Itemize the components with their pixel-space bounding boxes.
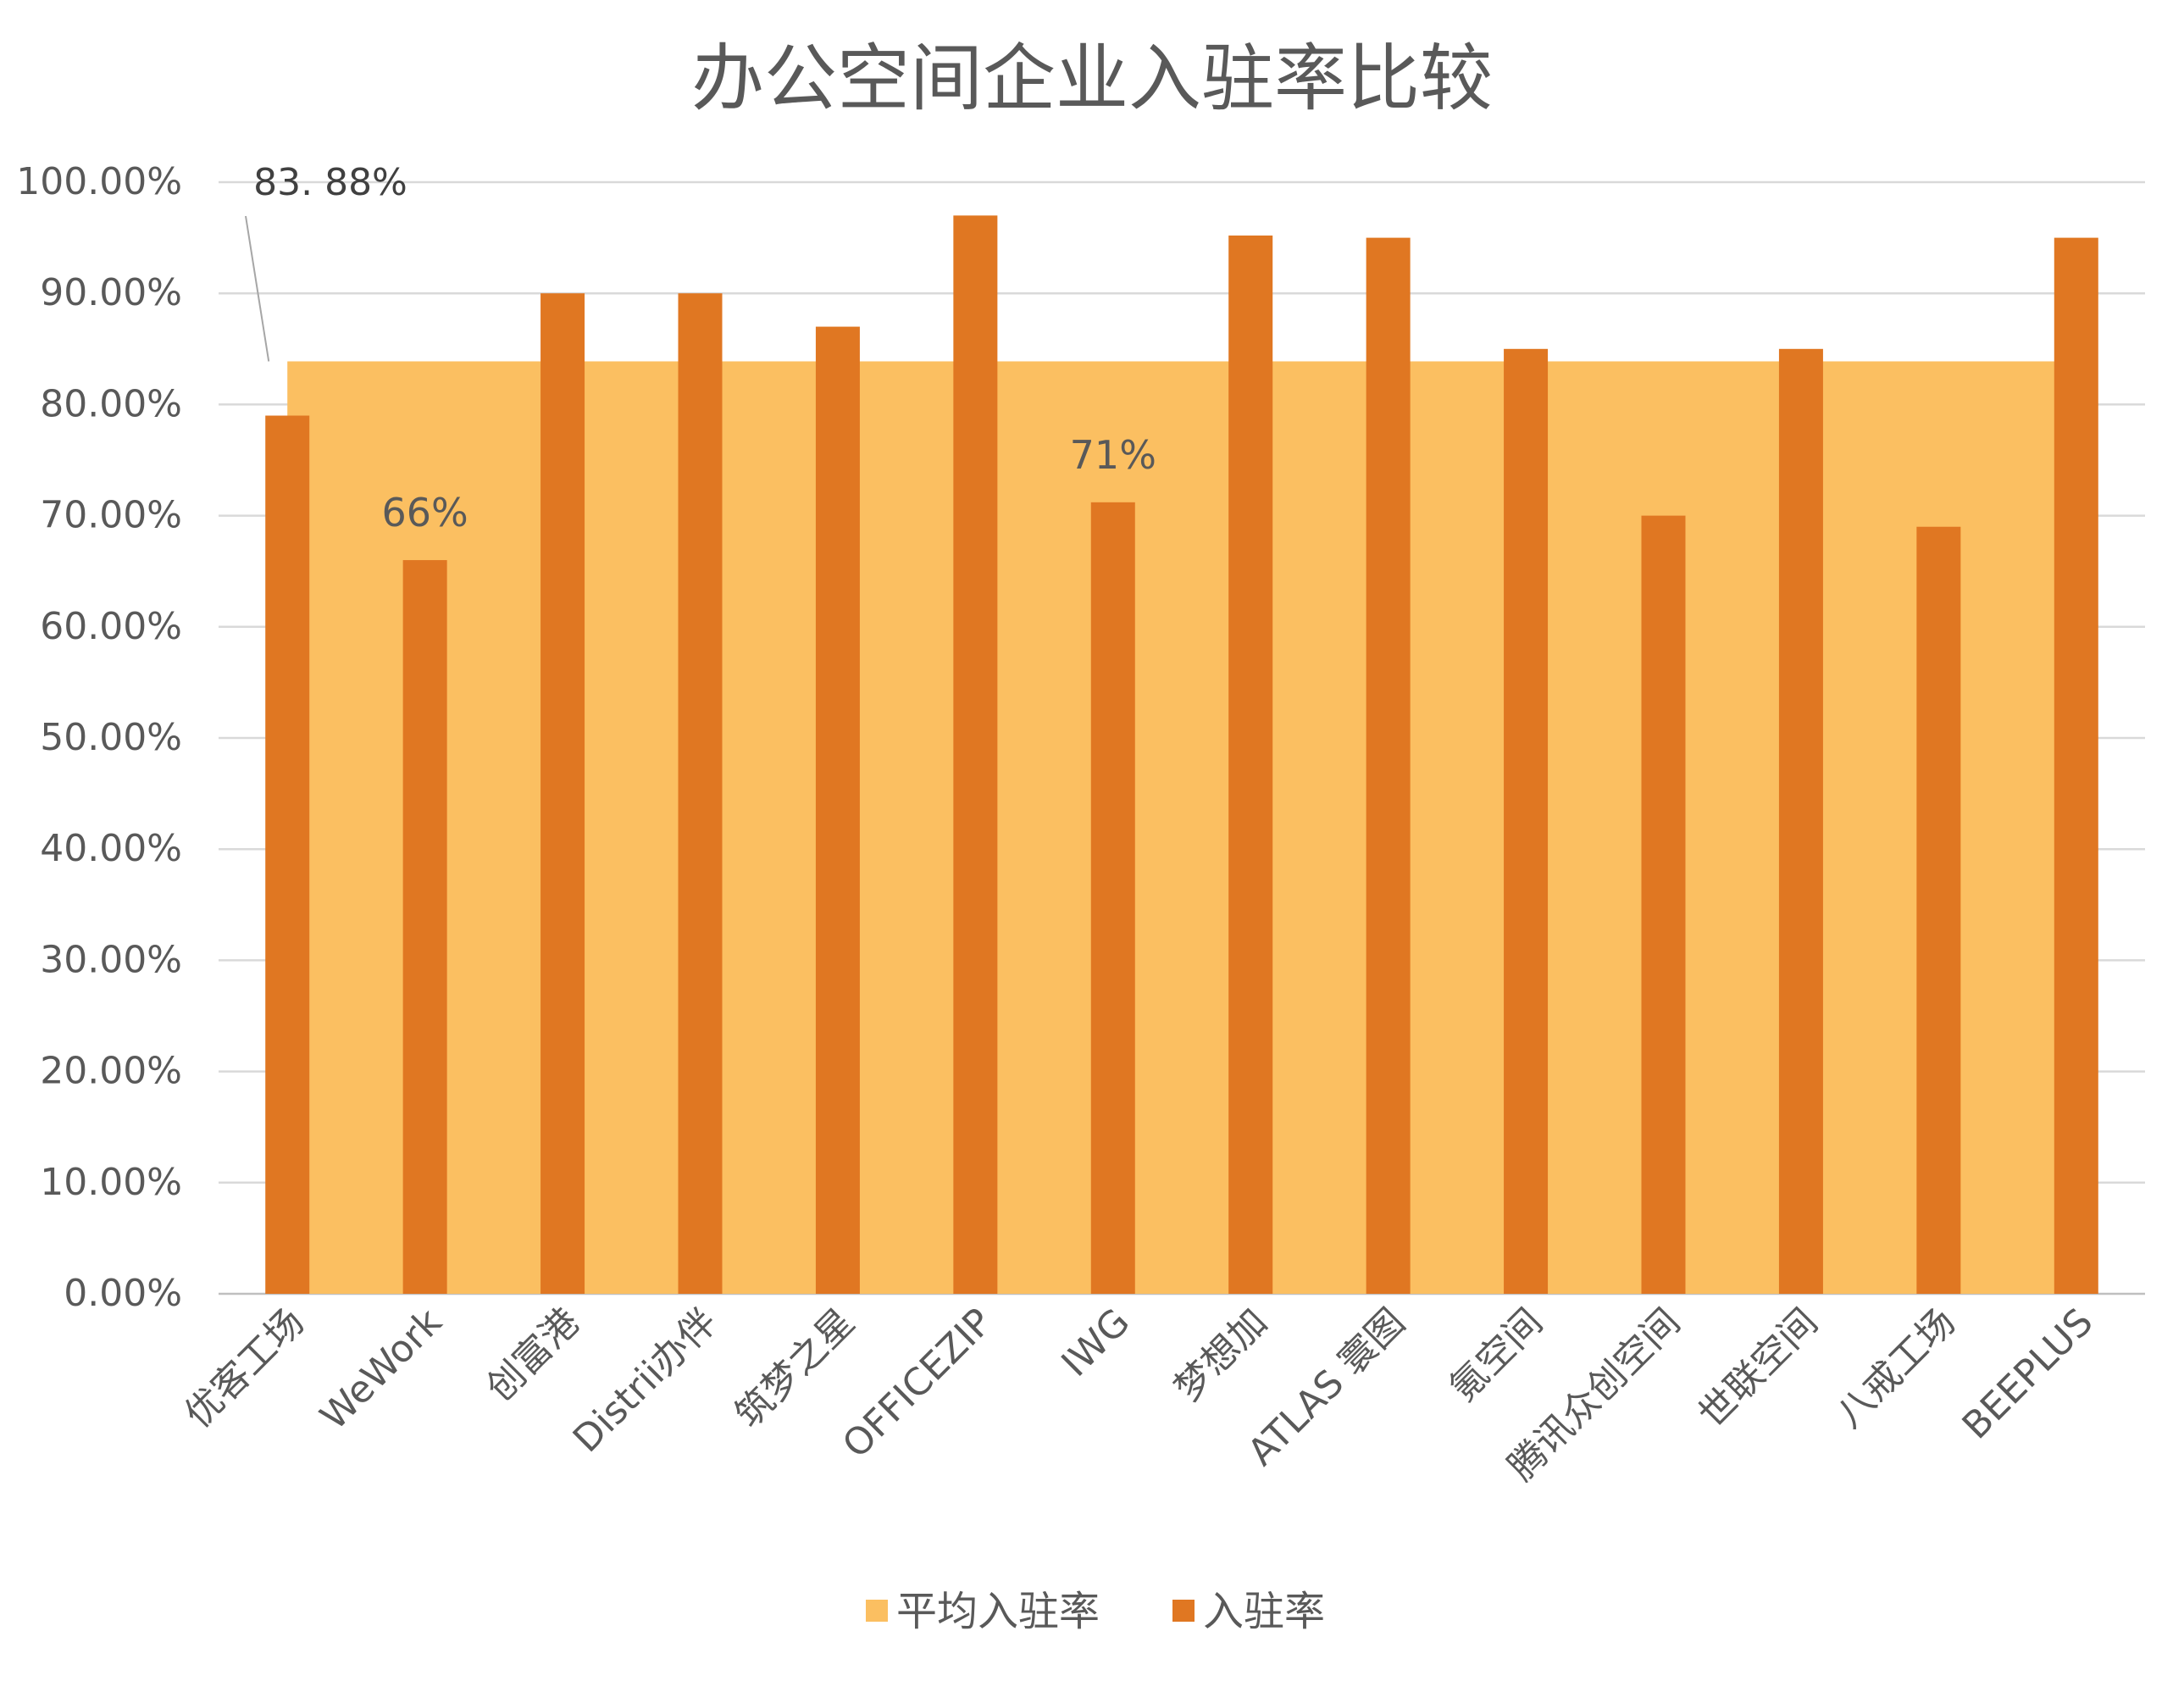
legend-swatch: [1172, 1600, 1195, 1622]
bar-10: [1504, 348, 1549, 1294]
y-tick-label: 20.00%: [40, 1050, 182, 1093]
y-tick-label: 40.00%: [40, 827, 182, 870]
bar-label: 66%: [382, 490, 468, 535]
bar-label: 71%: [1070, 432, 1156, 478]
y-tick-label: 10.00%: [40, 1161, 182, 1204]
y-tick-label: 100.00%: [16, 160, 182, 203]
x-tick-label: OFFICEZIP: [834, 1301, 1001, 1467]
leader-line: [245, 215, 270, 362]
bar-14: [2054, 237, 2098, 1295]
y-tick-label: 60.00%: [40, 605, 182, 648]
bar-13: [1916, 526, 1961, 1294]
bar-8: [1228, 235, 1273, 1294]
legend-label: 平均入驻率: [896, 1588, 1100, 1635]
bar-3: [540, 293, 585, 1295]
average-area: [287, 361, 2076, 1294]
bar-12: [1778, 348, 1823, 1294]
bar-1: [265, 415, 310, 1294]
x-tick-label: Distrii办伴: [565, 1301, 725, 1461]
legend: 平均入驻率 入驻率: [866, 1588, 1325, 1635]
average-area-fill: [287, 361, 2076, 1294]
bar-11: [1641, 515, 1686, 1294]
bar-2: [402, 560, 447, 1294]
bar-6: [953, 215, 998, 1295]
legend-label: 入驻率: [1203, 1588, 1325, 1635]
bar-5: [815, 326, 860, 1294]
y-tick-label: 50.00%: [40, 716, 182, 759]
y-tick-label: 30.00%: [40, 938, 182, 981]
y-tick-label: 90.00%: [40, 271, 182, 314]
x-tick-label: 世联空间: [1690, 1301, 1826, 1437]
x-tick-label: WeWork: [312, 1300, 450, 1438]
y-axis-ticks: 0.00% 10.00% 20.00% 30.00% 40.00% 50.00% 60.00…: [16, 160, 182, 1315]
bar-7: [1090, 502, 1135, 1294]
x-tick-label: 筑梦之星: [727, 1301, 863, 1437]
legend-swatch: [866, 1600, 888, 1622]
y-tick-label: 70.00%: [40, 494, 182, 537]
x-tick-label: 氪空间: [1441, 1301, 1550, 1410]
chart-title: 办公空间企业入驻率比较: [691, 36, 1493, 121]
x-tick-label: IWG: [1053, 1301, 1138, 1385]
x-tick-label: 创富港: [478, 1301, 587, 1410]
y-tick-label: 80.00%: [40, 382, 182, 425]
x-tick-label: BEEPLUS: [1954, 1301, 2102, 1448]
avg-label: 83. 88%: [253, 161, 407, 204]
y-tick-label: 0.00%: [64, 1272, 182, 1315]
x-tick-label: 优客工场: [176, 1301, 313, 1437]
bar-series: [265, 215, 2098, 1295]
x-tick-label: 八戒工场: [1828, 1301, 1965, 1437]
data-labels: 83. 88% 66% 71%: [245, 161, 1156, 535]
bar-9: [1366, 237, 1411, 1295]
bar-4: [678, 293, 723, 1295]
x-tick-label: 梦想加: [1167, 1301, 1276, 1410]
